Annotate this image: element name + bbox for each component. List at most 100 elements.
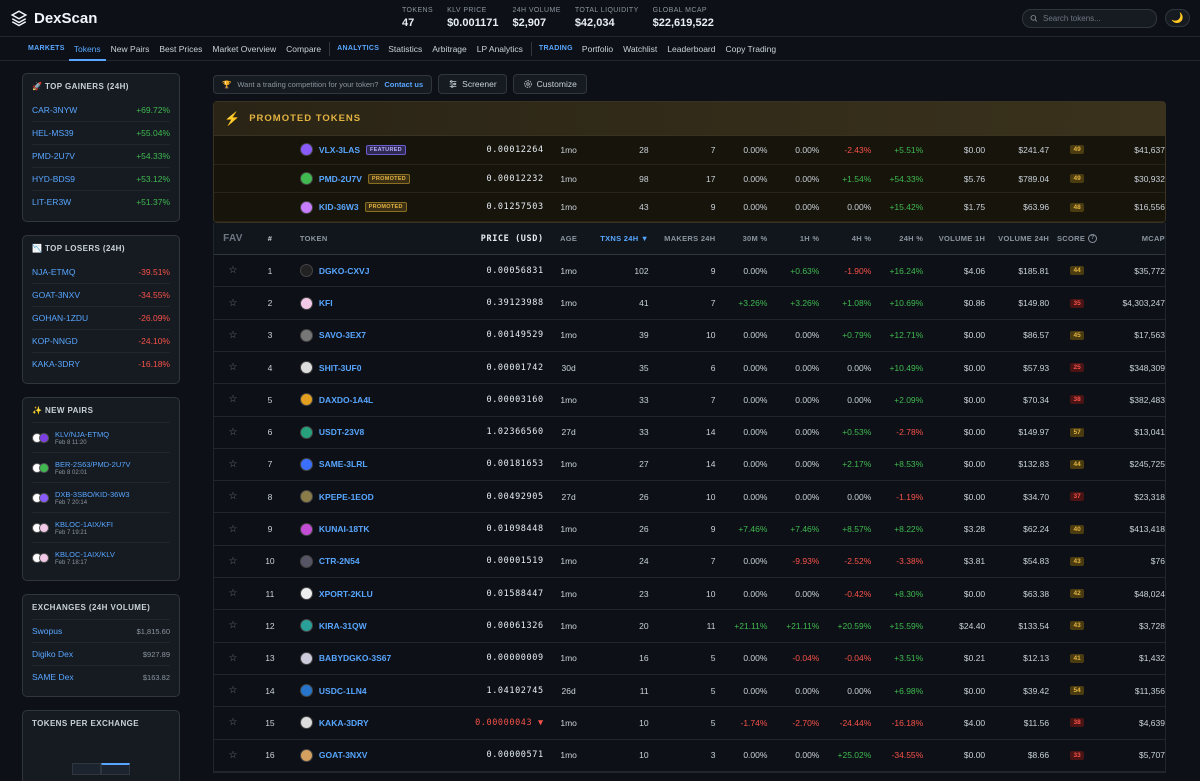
favorite-star-icon[interactable]: ☆ xyxy=(228,652,238,664)
favorite-star-icon[interactable]: ☆ xyxy=(228,426,238,438)
exchange-name[interactable]: Digiko Dex xyxy=(32,649,74,659)
new-pair-item[interactable]: KLV/NJA-ETMQ Feb 8 11:20 xyxy=(32,422,170,452)
table-row[interactable]: ☆ 4 SHIT-3UF0 0.00001742 30d 35 6 0.00% 0.00% 0.0… xyxy=(214,352,1165,385)
token-cell[interactable]: KPEPE-1EOD xyxy=(288,490,438,504)
nav-item-statistics[interactable]: Statistics xyxy=(388,43,423,54)
token-symbol[interactable]: KFI xyxy=(318,298,333,308)
table-row[interactable]: ☆ 9 KUNAI-18TK 0.01098448 1mo 26 9 +7.46% +7.46%… xyxy=(214,513,1165,546)
token-symbol[interactable]: LIT-ER3W xyxy=(32,197,72,207)
nav-item-watchlist[interactable]: Watchlist xyxy=(623,43,658,54)
new-pair-item[interactable]: KBLOC-1AIX/KLV Feb 7 18:17 xyxy=(32,542,170,572)
nav-item-tokens[interactable]: Tokens xyxy=(68,37,106,61)
pair-name[interactable]: BER-2S63/PMD-2U7V xyxy=(55,459,131,469)
col-price[interactable]: PRICE (USD) xyxy=(480,233,544,244)
favorite-star-icon[interactable]: ☆ xyxy=(228,297,238,309)
favorite-star-icon[interactable]: ☆ xyxy=(228,265,238,277)
favorite-star-icon[interactable]: ☆ xyxy=(228,458,238,470)
col-age[interactable]: AGE xyxy=(560,234,578,244)
table-row[interactable]: ☆ 8 KPEPE-1EOD 0.00492905 27d 26 10 0.00% 0.00% 0… xyxy=(214,481,1165,514)
pair-name[interactable]: KLV/NJA-ETMQ xyxy=(55,429,110,439)
col-token[interactable]: TOKEN xyxy=(299,234,328,244)
token-symbol[interactable]: DAXDO-1A4L xyxy=(318,394,374,405)
screener-button[interactable]: Screener xyxy=(438,74,507,94)
col-txns[interactable]: TXNS 24H ▼ xyxy=(600,234,649,244)
favorite-star-icon[interactable]: ☆ xyxy=(228,685,238,697)
favorite-star-icon[interactable]: ☆ xyxy=(228,523,238,535)
token-symbol[interactable]: KID-36W3 xyxy=(318,202,359,213)
nav-item-copy-trading[interactable]: Copy Trading xyxy=(725,43,777,54)
token-symbol[interactable]: BABYDGKO-3S67 xyxy=(318,653,392,664)
favorite-star-icon[interactable]: ☆ xyxy=(228,491,238,503)
token-cell[interactable]: DGKO-CXVJ xyxy=(288,264,438,278)
nav-item-best-prices[interactable]: Best Prices xyxy=(159,43,203,54)
token-cell[interactable]: SAME-3LRL xyxy=(288,457,438,471)
nav-item-portfolio[interactable]: Portfolio xyxy=(581,43,614,54)
token-symbol[interactable]: PMD-2U7V xyxy=(32,151,75,161)
pair-name[interactable]: DXB-3SBO/KID-36W3 xyxy=(55,489,130,499)
promoted-token-row[interactable]: VLX-3LAS FEATURED 0.00012264 1mo 28 7 0.00% 0.0… xyxy=(214,136,1165,165)
contact-us-link[interactable]: Contact us xyxy=(384,79,424,89)
token-cell[interactable]: GOAT-3NXV xyxy=(288,748,438,762)
info-icon[interactable]: ? xyxy=(1088,234,1098,244)
logo[interactable]: DexScan xyxy=(10,9,402,27)
favorite-star-icon[interactable]: ☆ xyxy=(228,329,238,341)
favorite-star-icon[interactable]: ☆ xyxy=(228,555,238,567)
token-symbol[interactable]: VLX-3LAS xyxy=(318,144,361,155)
gainers-item[interactable]: HEL-MS39 +55.04% xyxy=(32,121,170,144)
token-cell[interactable]: KAKA-3DRY xyxy=(288,716,438,730)
losers-item[interactable]: KAKA-3DRY -16.18% xyxy=(32,352,170,375)
pair-name[interactable]: KBLOC-1AIX/KFI xyxy=(55,519,113,529)
table-row[interactable]: ☆ 3 SAVO-3EX7 0.00149529 1mo 39 10 0.00% 0.00% +0… xyxy=(214,320,1165,352)
token-symbol[interactable]: HYD-BDS9 xyxy=(32,174,75,184)
token-cell[interactable]: VLX-3LAS FEATURED xyxy=(288,143,438,157)
table-row[interactable]: ☆ 7 SAME-3LRL 0.00181653 1mo 27 14 0.00% 0.00% +2… xyxy=(214,449,1165,482)
table-row[interactable]: ☆ 2 KFI 0.39123988 1mo 41 7 +3.26% +3.26% +1.08% +… xyxy=(214,287,1165,320)
favorite-star-icon[interactable]: ☆ xyxy=(228,717,238,729)
token-cell[interactable]: XPORT-2KLU xyxy=(288,587,438,601)
token-symbol[interactable]: PMD-2U7V xyxy=(318,173,362,184)
favorite-star-icon[interactable]: ☆ xyxy=(228,588,238,600)
token-symbol[interactable]: GOAT-3NXV xyxy=(318,750,368,761)
new-pair-item[interactable]: BER-2S63/PMD-2U7V Feb 8 02:01 xyxy=(32,452,170,482)
col-volume-1h[interactable]: VOLUME 1H xyxy=(938,234,986,244)
table-row[interactable]: ☆ 14 USDC-1LN4 1.04102745 26d 11 5 0.00% 0.00% 0.… xyxy=(214,675,1165,708)
new-pair-item[interactable]: DXB-3SBO/KID-36W3 Feb 7 20:14 xyxy=(32,482,170,512)
token-cell[interactable]: USDT-23V8 xyxy=(288,425,438,439)
gainers-item[interactable]: LIT-ER3W +51.37% xyxy=(32,190,170,213)
losers-item[interactable]: GOHAN-1ZDU -26.09% xyxy=(32,306,170,329)
token-symbol[interactable]: KUNAI-18TK xyxy=(318,524,370,535)
col-4h[interactable]: 4H % xyxy=(851,234,872,244)
token-symbol[interactable]: KOP-NNGD xyxy=(32,336,78,346)
token-symbol[interactable]: NJA-ETMQ xyxy=(32,266,76,277)
table-row[interactable]: ☆ 6 USDT-23V8 1.02366560 27d 33 14 0.00% 0.00% +0… xyxy=(214,417,1165,449)
col-24h[interactable]: 24H % xyxy=(899,234,924,244)
nav-item-arbitrage[interactable]: Arbitrage xyxy=(432,43,467,54)
nav-item-compare[interactable]: Compare xyxy=(286,43,322,54)
token-symbol[interactable]: DGKO-CXVJ xyxy=(318,265,370,276)
token-cell[interactable]: KFI xyxy=(288,296,438,310)
promoted-token-row[interactable]: PMD-2U7V PROMOTED 0.00012232 1mo 98 17 0.00% 0.… xyxy=(214,165,1165,194)
nav-item-leaderboard[interactable]: Leaderboard xyxy=(667,43,716,54)
table-row[interactable]: ☆ 13 BABYDGKO-3S67 0.00000009 1mo 16 5 0.00% -0.… xyxy=(214,643,1165,675)
losers-item[interactable]: KOP-NNGD -24.10% xyxy=(32,329,170,352)
token-symbol[interactable]: XPORT-2KLU xyxy=(318,588,373,599)
token-symbol[interactable]: CAR-3NYW xyxy=(32,104,78,115)
favorite-star-icon[interactable]: ☆ xyxy=(228,362,238,374)
table-row[interactable]: ☆ 12 KIRA-31QW 0.00061326 1mo 20 11 +21.11% +21.… xyxy=(214,610,1165,643)
token-symbol[interactable]: KPEPE-1EOD xyxy=(318,491,374,502)
token-cell[interactable]: BABYDGKO-3S67 xyxy=(288,651,438,665)
losers-item[interactable]: GOAT-3NXV -34.55% xyxy=(32,283,170,306)
exchange-name[interactable]: Swopus xyxy=(32,626,63,636)
token-symbol[interactable]: KAKA-3DRY xyxy=(32,359,81,369)
gainers-item[interactable]: CAR-3NYW +69.72% xyxy=(32,98,170,121)
token-symbol[interactable]: SAVO-3EX7 xyxy=(318,330,367,341)
token-symbol[interactable]: GOAT-3NXV xyxy=(32,290,81,300)
token-symbol[interactable]: CTR-2N54 xyxy=(318,556,360,567)
token-cell[interactable]: CTR-2N54 xyxy=(288,554,438,568)
nav-item-market-overview[interactable]: Market Overview xyxy=(212,43,277,54)
token-symbol[interactable]: USDT-23V8 xyxy=(318,427,365,438)
search-box[interactable] xyxy=(1022,8,1157,28)
col-30m[interactable]: 30M % xyxy=(742,234,768,244)
token-cell[interactable]: PMD-2U7V PROMOTED xyxy=(288,172,438,186)
customize-button[interactable]: Customize xyxy=(512,74,587,94)
